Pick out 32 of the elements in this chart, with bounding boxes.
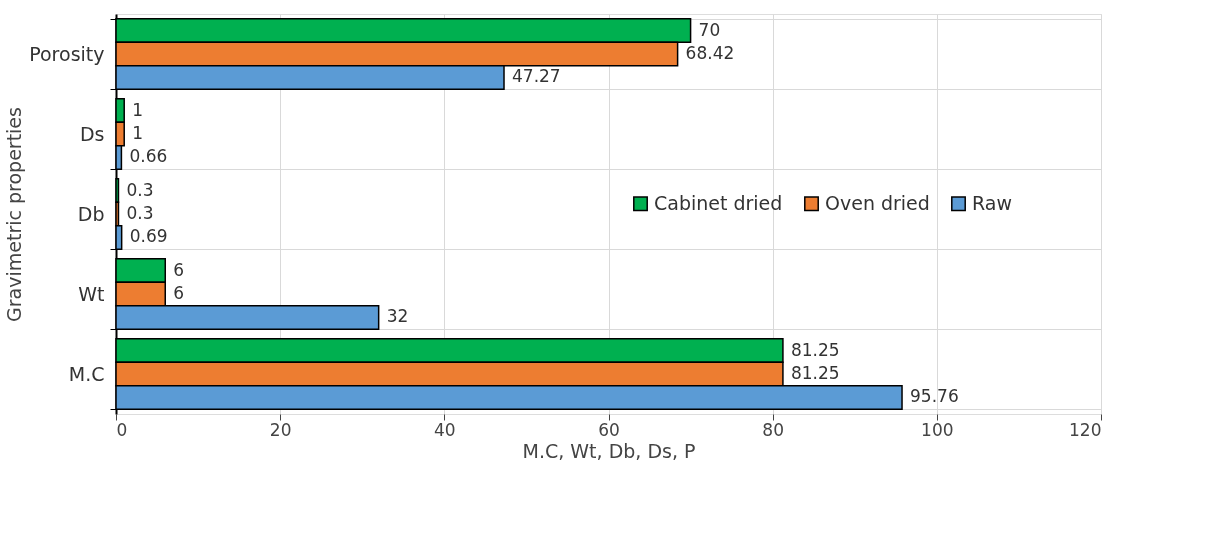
data-label: 0.3 [126,203,154,223]
data-label: 1 [132,123,144,143]
legend-label: Cabinet dried [654,191,783,214]
data-label: 68.42 [685,43,735,63]
y-tick-label: Db [77,202,105,225]
x-tick-label: 0 [116,419,128,440]
data-label: 81.25 [790,363,840,383]
data-label: 95.76 [910,386,959,407]
data-label: 32 [386,306,409,327]
x-tick-label: 60 [598,419,620,440]
data-label: 1 [132,99,144,120]
legend-label: Oven dried [825,191,930,214]
x-tick-label: 40 [434,419,456,440]
y-tick-label: Wt [78,282,105,305]
data-label: 0.69 [129,226,168,247]
data-label: 0.66 [129,146,168,167]
x-tick-label: 20 [269,419,292,440]
y-tick-label: Porosity [29,42,105,65]
x-tick-label: 80 [762,419,784,440]
x-tick-label: 120 [1069,419,1102,440]
data-label: 6 [173,259,185,280]
y-axis-title: Gravimetric properties [3,107,26,322]
data-label: 47.27 [512,66,561,87]
x-tick-label: 100 [921,419,954,440]
data-label: 0.3 [126,179,154,200]
y-tick-label: Ds [79,122,105,145]
legend-label: Raw [972,191,1012,214]
data-label: 70 [698,19,721,40]
data-label: 6 [173,283,185,303]
x-axis-title: M.C, Wt, Db, Ds, P [522,439,696,462]
data-label: 81.25 [790,339,840,360]
y-tick-label: M.C [68,362,105,385]
